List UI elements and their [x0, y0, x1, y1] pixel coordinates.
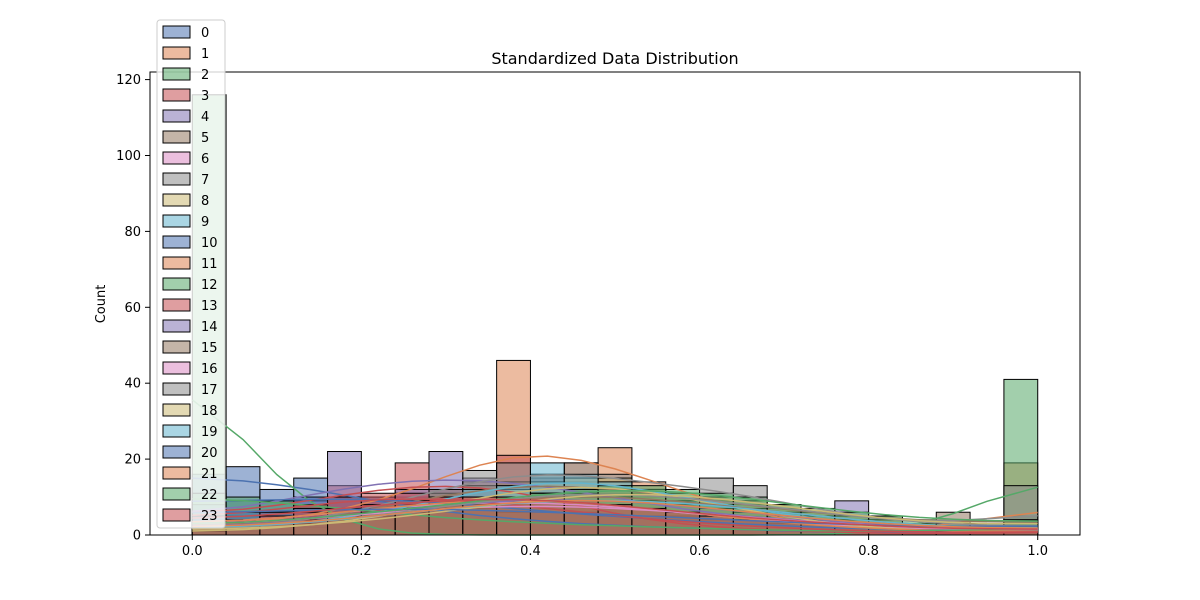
- legend-swatch-13: [162, 298, 191, 312]
- y-tick-label: 80: [124, 225, 141, 240]
- legend-label-12: 12: [201, 278, 218, 293]
- kde-curves: [191, 399, 1038, 536]
- y-tick-label: 120: [116, 73, 141, 88]
- x-tick-label: 0.4: [520, 544, 541, 559]
- legend-swatch-22: [162, 487, 191, 501]
- legend-label-23: 23: [201, 509, 218, 524]
- legend-swatch-1: [162, 46, 191, 60]
- legend-label-13: 13: [201, 299, 218, 314]
- bar-series-23-bin-13: [631, 507, 667, 536]
- x-axis-ticks: 0.0 0.2 0.4 0.6 0.8 1.0: [182, 535, 1048, 559]
- legend-swatch-21: [162, 466, 191, 480]
- plot-frame: [149, 71, 1081, 536]
- legend-label-0: 0: [201, 26, 209, 41]
- legend-swatch-0: [162, 25, 191, 39]
- y-tick-label: 40: [124, 377, 141, 392]
- x-tick-label: 0.2: [351, 544, 372, 559]
- legend-swatch-16: [162, 361, 191, 375]
- legend-label-6: 6: [201, 152, 209, 167]
- legend-label-4: 4: [201, 110, 209, 125]
- legend-swatch-14: [162, 319, 191, 333]
- y-tick-label: 20: [124, 453, 141, 468]
- legend-swatch-18: [162, 403, 191, 417]
- legend-label-1: 1: [201, 47, 209, 62]
- kde-line-series-21: [192, 499, 1038, 529]
- kde-line-series-3: [192, 485, 1038, 535]
- legend-label-10: 10: [201, 236, 218, 251]
- x-tick-label: 0.6: [689, 544, 710, 559]
- legend-label-17: 17: [201, 383, 218, 398]
- legend-label-15: 15: [201, 341, 218, 356]
- legend-swatch-20: [162, 445, 191, 459]
- legend-swatch-6: [162, 151, 191, 165]
- kde-line-series-22: [192, 489, 1038, 525]
- legend-swatch-9: [162, 214, 191, 228]
- legend-label-3: 3: [201, 89, 209, 104]
- y-axis-ticks: 0 20 40 60 80 100 120: [116, 73, 150, 544]
- kde-line-series-8: [192, 486, 1038, 532]
- legend-label-11: 11: [201, 257, 218, 272]
- bar-series-23-bin-16: [732, 519, 768, 536]
- legend-label-20: 20: [201, 446, 218, 461]
- x-tick-label: 0.0: [182, 544, 203, 559]
- legend-swatch-4: [162, 109, 191, 123]
- legend-swatch-2: [162, 67, 191, 81]
- x-tick-label: 1.0: [1027, 544, 1048, 559]
- legend-swatch-11: [162, 256, 191, 270]
- y-tick-label: 0: [133, 529, 141, 544]
- legend-label-22: 22: [201, 488, 218, 503]
- legend-box: [156, 19, 226, 529]
- y-tick-label: 60: [124, 301, 141, 316]
- legend-label-2: 2: [201, 68, 209, 83]
- chart-title: Standardized Data Distribution: [491, 49, 738, 68]
- legend-swatch-10: [162, 235, 191, 249]
- legend-swatch-17: [162, 382, 191, 396]
- legend-swatch-5: [162, 130, 191, 144]
- legend-label-18: 18: [201, 404, 218, 419]
- legend-label-9: 9: [201, 215, 209, 230]
- legend-swatch-23: [162, 508, 191, 522]
- legend-label-14: 14: [201, 320, 218, 335]
- legend-swatch-8: [162, 193, 191, 207]
- kde-line-series-18: [192, 493, 1038, 530]
- legend-label-7: 7: [201, 173, 209, 188]
- legend-swatch-3: [162, 88, 191, 102]
- legend-swatch-19: [162, 424, 191, 438]
- x-tick-label: 0.8: [858, 544, 879, 559]
- legend-swatch-12: [162, 277, 191, 291]
- legend-label-5: 5: [201, 131, 209, 146]
- y-tick-label: 100: [116, 149, 141, 164]
- legend-swatch-7: [162, 172, 191, 186]
- legend-label-21: 21: [201, 467, 218, 482]
- legend-label-16: 16: [201, 362, 218, 377]
- legend-swatch-15: [162, 340, 191, 354]
- legend-label-8: 8: [201, 194, 209, 209]
- kde-line-series-23: [192, 498, 1038, 530]
- y-axis-label: Count: [94, 285, 109, 324]
- legend-label-19: 19: [201, 425, 218, 440]
